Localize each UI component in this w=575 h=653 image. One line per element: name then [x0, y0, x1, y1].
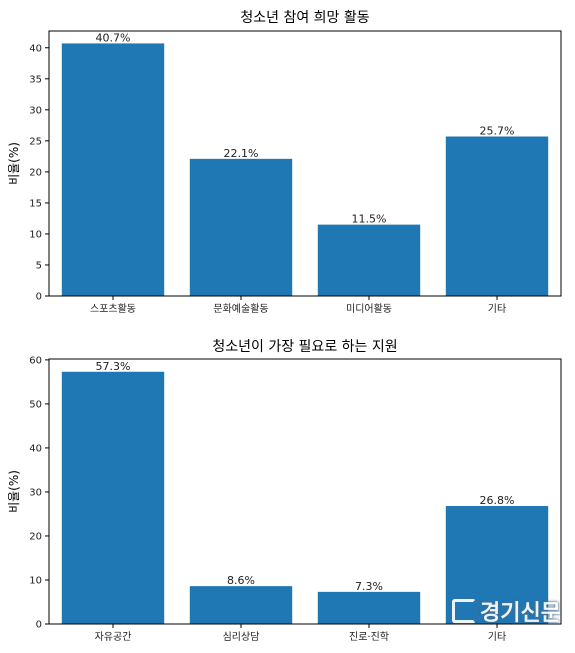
- data-label: 11.5%: [352, 213, 387, 226]
- bar-문화예술활동: [189, 158, 293, 296]
- y-axis-label: 비율(%): [7, 142, 21, 185]
- newspaper-watermark: 경기신문: [452, 595, 561, 627]
- x-tick-label: 진로·진학: [349, 631, 389, 643]
- bar-자유공간: [61, 371, 165, 624]
- x-tick-label: 스포츠활동: [90, 302, 136, 315]
- y-tick-label: 40: [29, 443, 42, 454]
- bar-기타: [445, 506, 549, 624]
- y-tick-label: 5: [36, 260, 42, 271]
- chart-title: 청소년이 가장 필요로 하는 지원: [212, 339, 397, 355]
- y-tick-label: 30: [29, 487, 42, 498]
- plot-frame: [48, 358, 562, 625]
- y-tick-label: 10: [29, 575, 42, 586]
- data-label: 40.7%: [96, 31, 131, 44]
- y-tick-label: 30: [29, 105, 42, 116]
- y-tick-label: 40: [29, 43, 42, 54]
- bar-진로·진학: [317, 591, 421, 624]
- data-label: 8.6%: [227, 574, 255, 587]
- bar-심리상담: [189, 586, 293, 624]
- y-tick-label: 20: [29, 531, 42, 542]
- data-label: 25.7%: [480, 125, 515, 138]
- bar-미디어활동: [317, 224, 421, 296]
- x-tick-label: 자유공간: [95, 631, 132, 643]
- y-tick-label: 0: [36, 292, 42, 303]
- plot-frame: [48, 30, 562, 297]
- x-tick-label: 기타: [488, 303, 506, 315]
- x-tick-label: 심리상담: [223, 631, 260, 643]
- y-tick-label: 25: [29, 136, 42, 147]
- data-label: 22.1%: [224, 147, 259, 160]
- data-label: 7.3%: [355, 580, 383, 593]
- y-tick-label: 50: [29, 399, 42, 410]
- y-tick-label: 60: [29, 355, 42, 366]
- x-tick-label: 문화예술활동: [213, 302, 268, 315]
- y-tick-label: 0: [36, 620, 42, 631]
- data-label: 26.8%: [480, 494, 515, 507]
- y-tick-label: 15: [29, 198, 42, 209]
- chart-title: 청소년 참여 희망 활동: [240, 10, 369, 26]
- watermark-text: 경기신문: [480, 601, 561, 626]
- bar-스포츠활동: [61, 43, 165, 297]
- y-tick-label: 10: [29, 229, 42, 240]
- y-tick-label: 35: [29, 74, 42, 85]
- y-axis-label: 비율(%): [7, 470, 21, 513]
- bar-기타: [445, 136, 549, 296]
- data-label: 57.3%: [96, 360, 131, 373]
- y-tick-label: 20: [29, 167, 42, 178]
- logo-icon: [452, 599, 477, 623]
- x-tick-label: 기타: [488, 631, 506, 643]
- x-tick-label: 미디어활동: [346, 302, 392, 315]
